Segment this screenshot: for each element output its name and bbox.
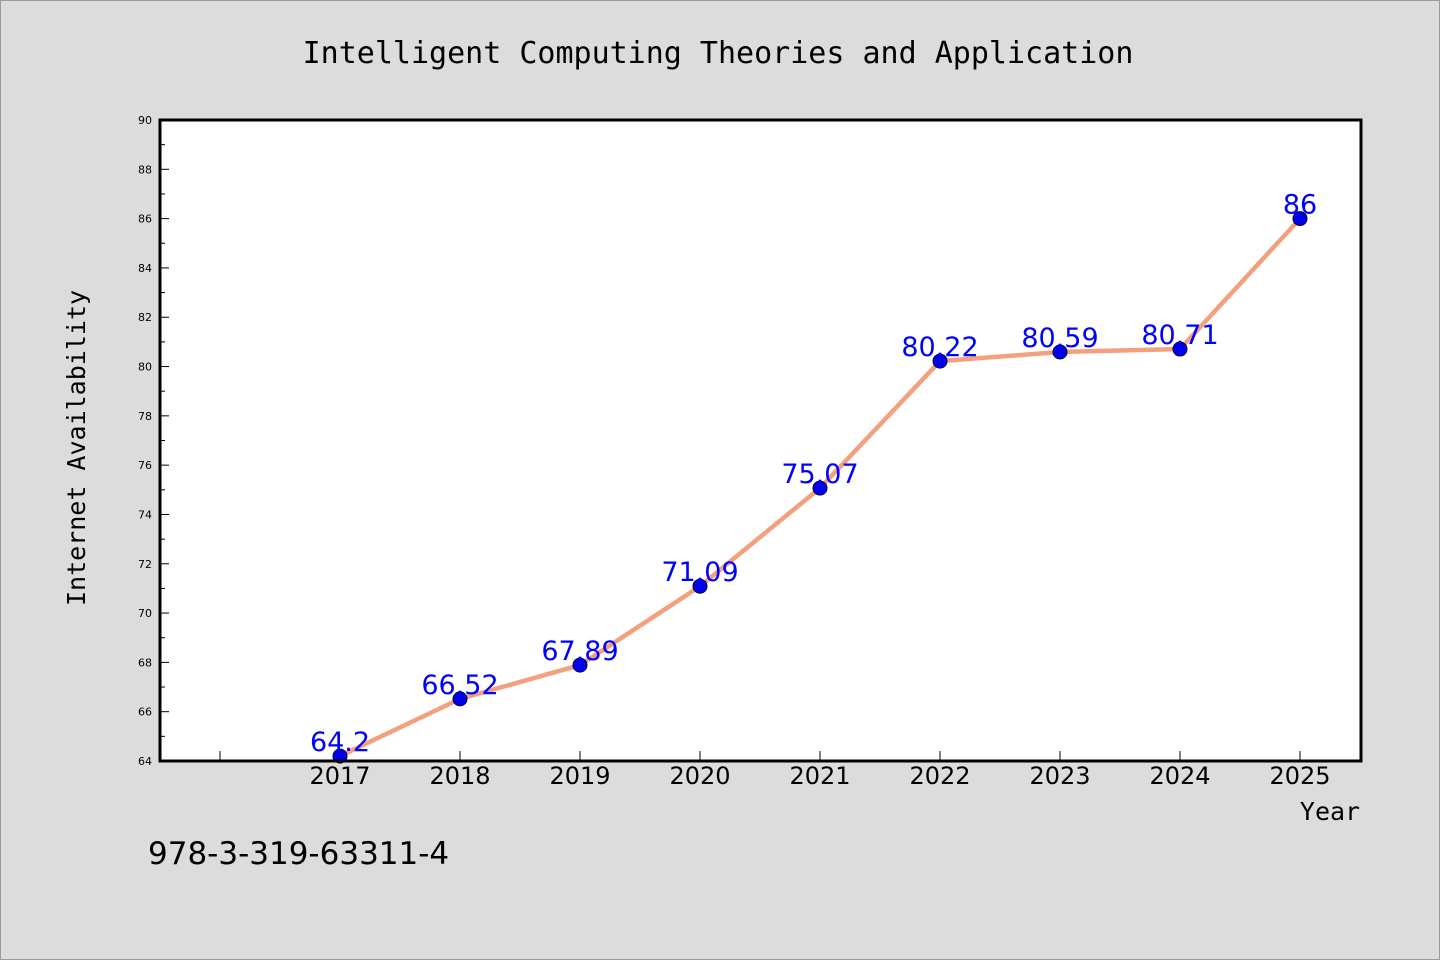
x-axis: 2017 2018 2019 2020 2021 2022 2023 2024 2025	[219, 751, 1331, 790]
y-axis-label: Internet Availability	[62, 290, 91, 606]
y-tick-label: 82	[138, 311, 152, 324]
y-tick-label: 78	[138, 410, 152, 423]
data-point	[692, 578, 708, 594]
data-point	[812, 480, 828, 496]
x-tick-label: 2022	[909, 762, 970, 790]
data-label: 80.71	[1141, 320, 1218, 351]
data-point	[1172, 341, 1188, 357]
data-label: 64.2	[310, 727, 370, 758]
data-label: 80.59	[1021, 323, 1098, 354]
x-tick-label: 2017	[309, 762, 370, 790]
data-label: 80.22	[901, 332, 978, 363]
y-tick-label: 74	[138, 508, 152, 521]
data-labels: 64.2 66.52 67.89 71.09 75.07 80.22 80.59 80.71 8…	[310, 190, 1317, 758]
data-label: 67.89	[541, 636, 618, 667]
plot-area	[160, 120, 1361, 761]
y-tick-label: 70	[138, 607, 152, 620]
data-label: 66.52	[421, 670, 498, 701]
x-tick-label: 2019	[549, 762, 610, 790]
chart-title: Intelligent Computing Theories and Appli…	[303, 36, 1134, 71]
data-label: 71.09	[661, 557, 738, 588]
data-point	[1052, 344, 1068, 360]
y-tick-label: 76	[138, 459, 152, 472]
x-tick-label: 2021	[789, 762, 850, 790]
series-line-group	[332, 211, 1308, 764]
data-point	[932, 353, 948, 369]
data-label: 75.07	[781, 459, 858, 490]
data-label: 86	[1283, 190, 1317, 221]
y-tick-label: 84	[138, 262, 152, 275]
x-tick-label: 2018	[429, 762, 490, 790]
x-tick-label: 2025	[1269, 762, 1330, 790]
x-tick-label: 2023	[1029, 762, 1090, 790]
x-tick-label: 2020	[669, 762, 730, 790]
data-point	[572, 657, 588, 673]
isbn-annotation: 978-3-319-63311-4	[148, 836, 449, 872]
data-point	[1292, 211, 1308, 227]
plot-frame	[158, 118, 1363, 763]
y-tick-label: 66	[138, 706, 152, 719]
y-tick-label: 64	[138, 755, 152, 768]
y-tick-label: 80	[138, 361, 152, 374]
y-tick-label: 68	[138, 656, 152, 669]
y-tick-label: 72	[138, 558, 152, 571]
y-tick-label: 90	[138, 114, 152, 127]
y-tick-label: 86	[138, 213, 152, 226]
data-point	[452, 691, 468, 707]
y-tick-label: 88	[138, 163, 152, 176]
x-tick-label: 2024	[1149, 762, 1210, 790]
x-axis-label: Year	[1300, 797, 1360, 826]
